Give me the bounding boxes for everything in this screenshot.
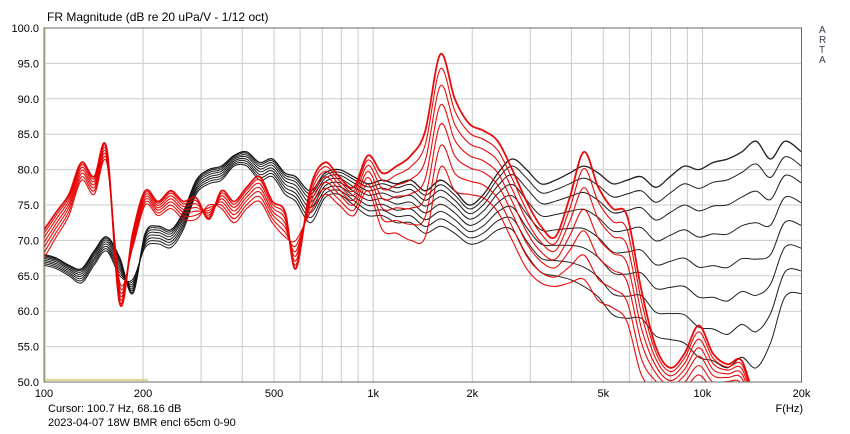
fr-curve-black-4 <box>44 157 802 288</box>
fr-curve-black-1 <box>44 152 802 293</box>
fr-curve-black-2 <box>44 154 802 292</box>
y-tick-label: 65.0 <box>18 271 39 283</box>
fr-curve-red-0 <box>44 53 751 382</box>
fr-curve-red-4 <box>44 122 745 382</box>
y-tick-label: 50.0 <box>18 377 39 389</box>
x-tick-label: 10k <box>694 388 712 400</box>
arta-watermark-letter: T <box>819 45 826 56</box>
status-line: 2023-04-07 18W BMR encl 65cm 0-90 <box>48 417 236 429</box>
y-tick-label: 75.0 <box>18 200 39 212</box>
x-axis-unit-label: F(Hz) <box>775 403 804 415</box>
y-tick-label: 95.0 <box>18 58 39 70</box>
fr-curve-red-5 <box>44 144 741 382</box>
x-tick-label: 100 <box>35 388 53 400</box>
y-tick-label: 60.0 <box>18 306 39 318</box>
y-tick-label: 90.0 <box>18 94 39 106</box>
y-tick-label: 85.0 <box>18 129 39 141</box>
arta-watermark-letter: A <box>819 55 826 66</box>
x-tick-label: 500 <box>265 388 283 400</box>
arta-watermark-letter: A <box>819 25 826 36</box>
arta-watermark: A R T A <box>819 26 826 66</box>
fr-curve-red-1 <box>44 68 749 382</box>
fr-curve-red-3 <box>44 103 747 382</box>
y-tick-label: 55.0 <box>18 342 39 354</box>
chart-title: FR Magnitude (dB re 20 uPa/V - 1/12 oct) <box>47 10 269 24</box>
x-tick-label: 200 <box>134 388 152 400</box>
fr-curve-black-0 <box>44 140 802 295</box>
y-tick-label: 100.0 <box>11 23 39 35</box>
plot-border <box>43 27 802 383</box>
x-tick-label: 5k <box>597 388 609 400</box>
plot-area[interactable] <box>44 28 802 382</box>
fr-curve-red-6 <box>44 159 708 382</box>
fr-curve-red-2 <box>44 84 748 382</box>
x-tick-label: 20k <box>793 388 811 400</box>
y-tick-label: 80.0 <box>18 165 39 177</box>
fr-curve-black-6 <box>44 161 802 335</box>
fr-curve-black-5 <box>44 159 802 302</box>
arta-watermark-letter: R <box>819 35 827 46</box>
x-tick-label: 1k <box>367 388 379 400</box>
x-tick-label: 2k <box>466 388 478 400</box>
y-tick-label: 70.0 <box>18 235 39 247</box>
cursor-readout: Cursor: 100.7 Hz, 68.16 dB <box>48 403 182 415</box>
